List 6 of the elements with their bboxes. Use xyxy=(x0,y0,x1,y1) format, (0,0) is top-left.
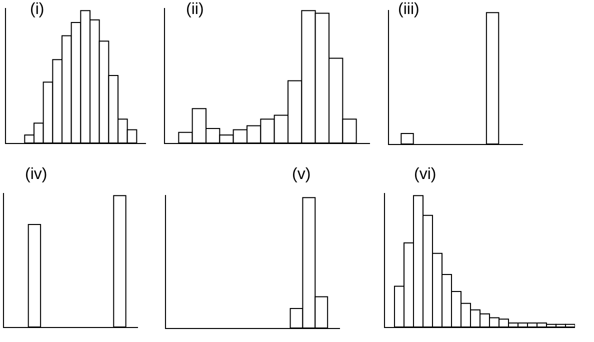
chart-title: (ii) xyxy=(186,1,204,18)
chart-title: (i) xyxy=(30,1,44,18)
chart-title: (iv) xyxy=(25,166,48,184)
chart-title: (vi) xyxy=(414,166,436,184)
chart-title: (v) xyxy=(292,166,311,184)
chart-title: (iii) xyxy=(398,1,420,18)
